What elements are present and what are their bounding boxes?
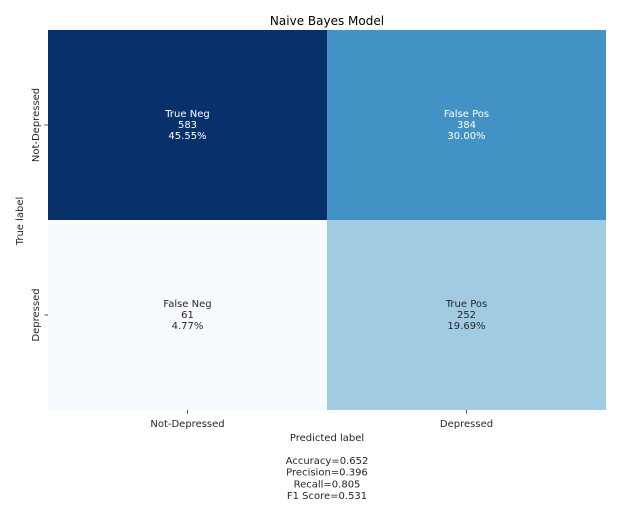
y-axis-label: True label xyxy=(15,197,26,247)
cell-name-label: False Neg xyxy=(163,299,211,310)
metric-line: Recall=0.805 xyxy=(294,479,361,490)
heatmap-cell-rect xyxy=(48,30,327,220)
cell-name-label: True Neg xyxy=(164,109,209,120)
y-tick-label: Depressed xyxy=(31,288,42,341)
cell-count-label: 583 xyxy=(178,120,197,131)
cell-percent-label: 4.77% xyxy=(172,321,204,332)
metric-line: Precision=0.396 xyxy=(286,468,368,479)
metric-line: F1 Score=0.531 xyxy=(287,491,367,502)
cell-percent-label: 45.55% xyxy=(168,131,206,142)
x-axis-label: Predicted label xyxy=(290,433,364,444)
y-tick-label: Not-Depressed xyxy=(31,88,42,162)
cell-count-label: 252 xyxy=(457,310,476,321)
cell-count-label: 384 xyxy=(457,120,476,131)
x-tick-label: Not-Depressed xyxy=(150,419,224,430)
metric-line: Accuracy=0.652 xyxy=(286,456,369,467)
cell-name-label: True Pos xyxy=(445,299,487,310)
x-tick-label: Depressed xyxy=(440,419,493,430)
heatmap-cell-rect xyxy=(48,220,327,410)
cell-percent-label: 30.00% xyxy=(447,131,485,142)
chart-title: Naive Bayes Model xyxy=(270,14,384,28)
metrics-summary: Accuracy=0.652Precision=0.396Recall=0.80… xyxy=(286,456,369,502)
heatmap-cell-rect xyxy=(327,220,606,410)
axis-ticks: Not-Depressed Depressed Not-Depressed Depre… xyxy=(31,88,493,430)
cell-percent-label: 19.69% xyxy=(447,321,485,332)
cell-count-label: 61 xyxy=(181,310,194,321)
cell-name-label: False Pos xyxy=(444,109,489,120)
heatmap-cell-rect xyxy=(327,30,606,220)
